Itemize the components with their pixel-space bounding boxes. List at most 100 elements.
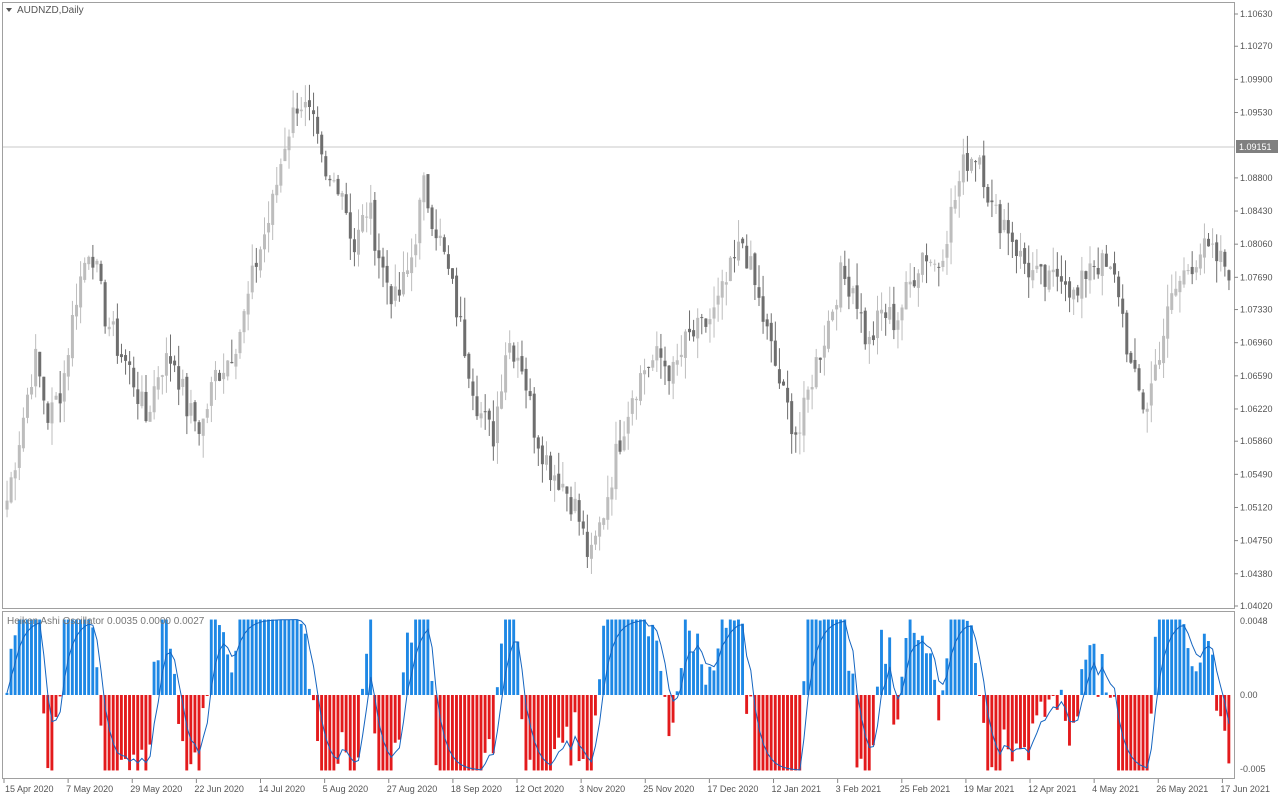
candle-body — [128, 361, 132, 365]
candle-body — [663, 360, 667, 367]
oscillator-bar — [606, 619, 610, 695]
candle-body — [177, 366, 181, 390]
oscillator-bar — [1104, 692, 1108, 695]
oscillator-bar — [340, 695, 344, 733]
candle-body — [683, 331, 687, 358]
price-pane[interactable] — [2, 2, 1235, 609]
oscillator-bar — [438, 695, 442, 771]
candle-body — [610, 487, 614, 500]
candle-body — [287, 136, 291, 151]
candle-body — [348, 212, 352, 239]
candle-body — [688, 328, 692, 333]
oscillator-bar — [463, 695, 467, 771]
time-tick-label: 12 Apr 2021 — [1028, 784, 1077, 794]
candle-body — [773, 340, 777, 366]
oscillator-bar — [152, 661, 156, 695]
candle-body — [185, 376, 189, 417]
candle-body — [30, 387, 34, 395]
candle-body — [536, 437, 540, 449]
candle-body — [295, 108, 299, 114]
oscillator-bar — [189, 695, 193, 765]
candle-body — [58, 393, 62, 404]
candle-body — [1014, 239, 1018, 257]
oscillator-bar — [679, 668, 683, 695]
candle-body — [328, 178, 332, 181]
oscillator-bar — [1010, 695, 1014, 762]
oscillator-bar — [622, 619, 626, 695]
oscillator-bar — [978, 695, 982, 696]
candle-body — [1117, 276, 1121, 298]
oscillator-bar — [965, 620, 969, 695]
candle-body — [46, 403, 50, 423]
candle-body — [201, 418, 205, 436]
candle-body — [1198, 254, 1202, 269]
oscillator-bar — [757, 695, 761, 771]
oscillator-bar — [111, 695, 115, 771]
oscillator-bar — [704, 684, 708, 695]
candle-body — [508, 343, 512, 353]
oscillator-bar — [1141, 695, 1145, 771]
time-tick-label: 26 May 2021 — [1156, 784, 1208, 794]
oscillator-bar — [732, 620, 736, 695]
candle-body — [1076, 287, 1080, 296]
candle-body — [810, 387, 814, 390]
candle-body — [483, 411, 487, 413]
oscillator-bar — [365, 653, 369, 695]
oscillator-bar — [741, 623, 744, 695]
price-tick-label: 1.08430 — [1240, 206, 1273, 216]
oscillator-bar — [777, 695, 781, 771]
oscillator-bar — [553, 695, 556, 750]
candle-body — [487, 410, 491, 420]
oscillator-pane[interactable] — [2, 611, 1235, 779]
oscillator-bar — [1202, 633, 1206, 695]
candle-body — [148, 411, 152, 422]
candle-body — [1227, 270, 1231, 281]
oscillator-bar — [749, 695, 753, 697]
candle-body — [638, 373, 642, 401]
oscillator-bar — [275, 619, 279, 695]
candle-body — [50, 402, 54, 424]
oscillator-bar — [912, 632, 916, 695]
candle-body — [9, 477, 13, 503]
candle-body — [205, 409, 209, 418]
candle-body — [495, 406, 499, 444]
candle-body — [491, 421, 495, 447]
oscillator-bar — [589, 695, 593, 771]
oscillator-bar — [544, 695, 548, 771]
chevron-down-icon[interactable] — [6, 8, 12, 12]
oscillator-bar — [1031, 695, 1035, 724]
oscillator-bar — [156, 660, 160, 695]
oscillator-bar — [385, 695, 389, 771]
oscillator-bar — [99, 695, 103, 726]
candle-body — [929, 261, 933, 263]
candle-body — [115, 318, 119, 356]
candle-body — [618, 440, 622, 452]
candle-body — [344, 194, 348, 214]
oscillator-bar — [197, 695, 201, 771]
candle-body — [1047, 270, 1051, 290]
oscillator-bar — [1133, 695, 1137, 771]
oscillator-bar — [683, 619, 687, 695]
price-tick-label: 1.05860 — [1240, 436, 1273, 446]
candle-body — [307, 100, 311, 107]
oscillator-bar — [773, 695, 777, 771]
oscillator-bar — [1125, 695, 1129, 771]
oscillator-bar — [1047, 695, 1051, 700]
oscillator-bar — [969, 625, 973, 695]
oscillator-bar — [361, 688, 364, 695]
oscillator-bar — [62, 619, 66, 695]
candle-body — [450, 268, 454, 279]
oscillator-bar — [201, 695, 205, 709]
oscillator-bar — [54, 695, 58, 717]
candle-body — [1113, 263, 1117, 275]
candle-body — [798, 432, 802, 434]
candle-body — [164, 353, 168, 376]
oscillator-bar — [13, 635, 17, 695]
candle-body — [381, 256, 385, 268]
oscillator-bar — [1182, 624, 1186, 695]
oscillator-bar — [1080, 669, 1084, 695]
candle-body — [140, 391, 144, 407]
time-tick-label: 27 Aug 2020 — [387, 784, 438, 794]
candle-body — [908, 281, 912, 285]
